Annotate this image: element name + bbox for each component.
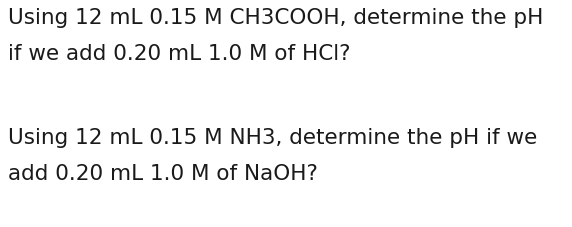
Text: Using 12 mL 0.15 M NH3, determine the pH if we: Using 12 mL 0.15 M NH3, determine the pH… <box>8 128 537 148</box>
Text: add 0.20 mL 1.0 M of NaOH?: add 0.20 mL 1.0 M of NaOH? <box>8 164 318 184</box>
Text: Using 12 mL 0.15 M CH3COOH, determine the pH: Using 12 mL 0.15 M CH3COOH, determine th… <box>8 8 543 28</box>
Text: if we add 0.20 mL 1.0 M of HCl?: if we add 0.20 mL 1.0 M of HCl? <box>8 44 351 64</box>
